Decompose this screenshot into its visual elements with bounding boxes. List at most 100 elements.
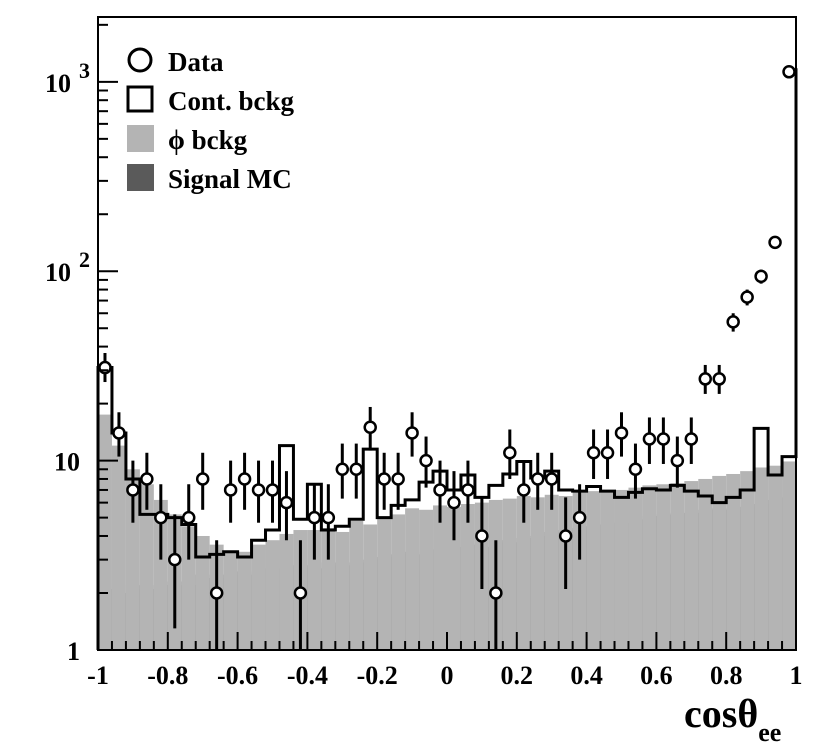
cont-bckg-histogram <box>96 68 798 650</box>
data-point-40 <box>656 417 671 464</box>
data-marker <box>503 446 517 460</box>
phi-bckg-bar-37 <box>614 489 629 650</box>
phi-bckg-bar-20 <box>377 517 392 650</box>
data-point-33 <box>558 497 573 589</box>
data-marker <box>307 510 322 525</box>
data-point-25 <box>447 471 461 541</box>
y-tick-base: 1 <box>67 637 80 666</box>
data-marker <box>642 432 657 446</box>
data-marker <box>237 472 252 486</box>
data-marker <box>391 472 405 486</box>
data-marker <box>195 472 210 486</box>
legend-item-cont: Cont. bckg <box>126 85 295 116</box>
data-marker <box>572 510 587 525</box>
phi-bckg-bar-40 <box>656 484 671 650</box>
legend-label-signal: Signal MC <box>168 164 292 194</box>
data-marker <box>251 483 266 497</box>
data-point-39 <box>642 417 657 464</box>
legend-label-phi: ϕ bckg <box>168 125 248 155</box>
phi-bckg-bar-30 <box>516 496 531 650</box>
data-marker <box>419 453 433 468</box>
x-tick-label: 1 <box>790 661 803 690</box>
phi-bckg-bar-19 <box>363 524 378 650</box>
y-tick-exponent: 3 <box>79 58 90 83</box>
x-tick-label: -1 <box>87 661 109 690</box>
phi-bckg-bar-18 <box>349 520 364 650</box>
phi-bckg-bar-22 <box>405 508 420 650</box>
data-marker <box>349 462 364 477</box>
data-marker <box>475 529 489 543</box>
legend: Data Cont. bckg ϕ bckg Signal MC <box>126 47 295 194</box>
data-marker <box>712 372 726 386</box>
x-tick-label: 0.4 <box>570 661 603 690</box>
data-marker <box>126 483 140 497</box>
phi-bckg-bar-34 <box>572 492 587 650</box>
data-point-26 <box>461 460 475 523</box>
data-marker <box>265 483 280 497</box>
legend-item-data: Data <box>127 47 224 77</box>
data-point-30 <box>517 460 531 523</box>
data-marker <box>335 462 350 477</box>
data-point-14 <box>293 540 308 650</box>
data-point-2 <box>126 460 140 523</box>
data-marker <box>698 372 713 386</box>
data-marker <box>98 360 112 375</box>
phi-bckg-bar-29 <box>502 498 517 650</box>
data-marker <box>154 510 168 525</box>
phi-bckg-bar-32 <box>544 494 559 650</box>
x-tick-label: 0.2 <box>501 661 534 690</box>
data-point-15 <box>307 484 322 560</box>
data-point-1 <box>112 412 126 457</box>
phi-bckg-bar-39 <box>642 485 657 650</box>
data-marker <box>209 586 224 600</box>
data-point-5 <box>168 514 182 629</box>
data-point-8 <box>209 540 224 650</box>
phi-bckg-bar-3 <box>139 484 154 650</box>
y-axis-ticks: 1 10 10 2 10 3 <box>45 23 118 666</box>
data-marker <box>405 426 419 440</box>
phi-bckg-bar-44 <box>712 475 727 650</box>
data-marker <box>768 235 782 250</box>
x-axis-label-main: cosθ <box>684 691 758 736</box>
phi-bckg-bar-43 <box>698 478 713 650</box>
data-points <box>98 65 796 650</box>
data-marker <box>670 453 685 468</box>
data-point-11 <box>251 460 266 523</box>
data-marker <box>433 483 447 497</box>
phi-bckg-bar-6 <box>181 526 196 650</box>
phi-bckg-bar-35 <box>586 491 601 650</box>
legend-label-data: Data <box>168 47 224 77</box>
data-point-19 <box>363 406 377 451</box>
phi-bckg-bar-49 <box>782 461 796 650</box>
phi-bckg-bar-9 <box>223 551 238 650</box>
data-point-6 <box>181 484 196 560</box>
data-point-20 <box>377 452 391 510</box>
data-marker <box>377 472 391 486</box>
phi-bckg-bar-0 <box>98 414 112 650</box>
phi-bckg-bar-11 <box>251 544 266 650</box>
data-point-41 <box>670 436 685 488</box>
y-tick-base: 10 <box>54 448 80 477</box>
phi-bckg-bar-4 <box>153 499 168 650</box>
data-marker <box>782 65 796 79</box>
legend-phi-symbol <box>127 125 154 152</box>
data-marker <box>140 472 154 486</box>
data-marker <box>447 495 461 510</box>
phi-bckg-bar-23 <box>419 509 434 650</box>
data-marker <box>321 510 336 525</box>
phi-bckg-bar-13 <box>279 533 294 650</box>
x-tick-label: 0 <box>441 661 454 690</box>
phi-bckg-bar-12 <box>265 540 280 650</box>
data-point-28 <box>489 540 503 650</box>
legend-signal-symbol <box>127 164 154 191</box>
data-point-29 <box>503 429 517 479</box>
phi-bckg-bar-15 <box>307 530 322 650</box>
x-tick-label: -0.8 <box>147 661 188 690</box>
phi-bckg-bar-21 <box>391 514 406 650</box>
data-point-3 <box>140 452 154 510</box>
data-marker <box>628 462 643 477</box>
phi-bckg-bar-45 <box>726 473 741 650</box>
data-point-47 <box>754 269 768 284</box>
data-marker <box>279 495 294 510</box>
